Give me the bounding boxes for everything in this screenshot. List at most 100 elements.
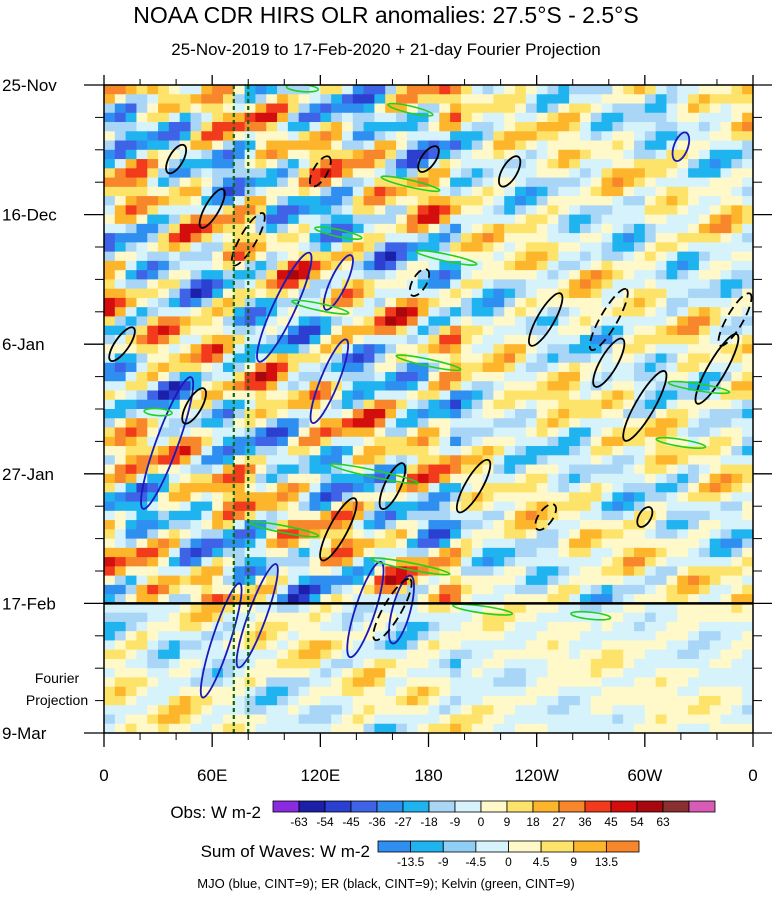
heatmap-cell: [341, 362, 354, 373]
heatmap-cell: [233, 538, 246, 549]
heatmap-cell: [341, 159, 354, 169]
heatmap-cell: [558, 621, 570, 632]
heatmap-cell: [136, 233, 148, 243]
heatmap-cell: [287, 594, 300, 604]
heatmap-cell: [385, 594, 397, 604]
heatmap-cell: [406, 85, 419, 95]
heatmap-cell: [201, 510, 213, 521]
heatmap-cell: [569, 409, 581, 419]
heatmap-cell: [569, 621, 581, 632]
heatmap-cell: [244, 695, 256, 706]
heatmap-cell: [460, 677, 473, 688]
heatmap-cell: [190, 242, 202, 253]
heatmap-cell: [147, 316, 159, 327]
heatmap-cell: [720, 501, 732, 512]
heatmap-cell: [709, 575, 722, 586]
heatmap-cell: [212, 566, 224, 577]
heatmap-cell: [309, 695, 321, 706]
heatmap-cell: [179, 85, 192, 95]
heatmap-cell: [406, 501, 419, 512]
heatmap-cell: [158, 510, 170, 521]
heatmap-cell: [136, 640, 148, 651]
heatmap-cell: [179, 668, 192, 678]
heatmap-cell: [742, 140, 753, 151]
wave-contours: [108, 85, 753, 699]
heatmap-cell: [471, 538, 484, 549]
heatmap-cell: [244, 390, 256, 401]
heatmap-cell: [287, 381, 300, 391]
heatmap-cell: [298, 575, 311, 586]
heatmap-cell: [644, 427, 657, 438]
heatmap-cell: [385, 603, 397, 614]
heatmap-cell: [504, 631, 516, 641]
heatmap-cell: [688, 260, 700, 271]
heatmap-cell: [623, 242, 635, 253]
heatmap-cell: [309, 510, 321, 521]
heatmap-cell: [287, 612, 300, 623]
heatmap-cell: [136, 612, 148, 623]
heatmap-cell: [417, 473, 429, 484]
heatmap-cell: [698, 149, 711, 160]
heatmap-cell: [558, 103, 570, 114]
heatmap-cell: [515, 668, 527, 678]
heatmap-cell: [579, 223, 592, 234]
heatmap-cell: [374, 686, 386, 697]
heatmap-cell: [158, 492, 170, 503]
heatmap-cell: [720, 205, 732, 216]
heatmap-cell: [396, 186, 408, 197]
heatmap-cell: [655, 112, 667, 123]
heatmap-cell: [569, 501, 581, 512]
heatmap-cell: [590, 409, 603, 419]
heatmap-cell: [688, 566, 700, 577]
heatmap-cell: [277, 233, 289, 243]
heatmap-cell: [720, 529, 732, 540]
heatmap-cell: [114, 140, 127, 151]
heatmap-cell: [320, 557, 332, 567]
heatmap-cell: [287, 492, 300, 503]
obs-colorbar-swatch: [324, 800, 352, 813]
heatmap-cell: [460, 307, 473, 317]
heatmap-cell: [536, 362, 548, 373]
heatmap-cell: [688, 214, 700, 225]
heatmap-cell: [168, 538, 181, 549]
heatmap-cell: [331, 85, 343, 95]
heatmap-cell: [244, 658, 256, 669]
heatmap-cell: [309, 575, 321, 586]
heatmap-cell: [525, 631, 538, 641]
heatmap-cell: [168, 492, 181, 503]
heatmap-cell: [331, 640, 343, 651]
heatmap-cell: [406, 446, 419, 456]
heatmap-cell: [287, 390, 300, 401]
heatmap-cell: [558, 436, 570, 447]
obs-colorbar-swatch: [298, 800, 326, 813]
heatmap-cell: [114, 418, 127, 429]
er-contour-dashed: [372, 578, 413, 642]
heatmap-cell: [601, 177, 613, 188]
heatmap-cell: [460, 520, 473, 530]
heatmap-cell: [331, 501, 343, 512]
heatmap-cell: [460, 168, 473, 179]
heatmap-cell: [331, 473, 343, 484]
heatmap-cell: [406, 344, 419, 354]
heatmap-cell: [623, 325, 635, 336]
heatmap-cell: [298, 94, 311, 105]
heatmap-cell: [233, 85, 246, 95]
heatmap-cell: [190, 464, 202, 475]
heatmap-cell: [515, 557, 527, 567]
heatmap-cell: [125, 557, 137, 567]
heatmap-cell: [309, 122, 321, 132]
heatmap-cell: [320, 168, 332, 179]
heatmap-cell: [612, 723, 624, 733]
heatmap-cell: [168, 436, 181, 447]
heatmap-cell: [536, 94, 548, 105]
heatmap-cell: [569, 334, 581, 345]
heatmap-cell: [147, 196, 159, 206]
heatmap-cell: [471, 510, 484, 521]
heatmap-cell: [688, 677, 700, 688]
heatmap-cell: [341, 538, 354, 549]
heatmap-cell: [298, 270, 311, 280]
heatmap-cell: [428, 112, 440, 123]
heatmap-cell: [406, 529, 419, 540]
heatmap-cell: [504, 325, 516, 336]
heatmap-cell: [482, 677, 494, 688]
